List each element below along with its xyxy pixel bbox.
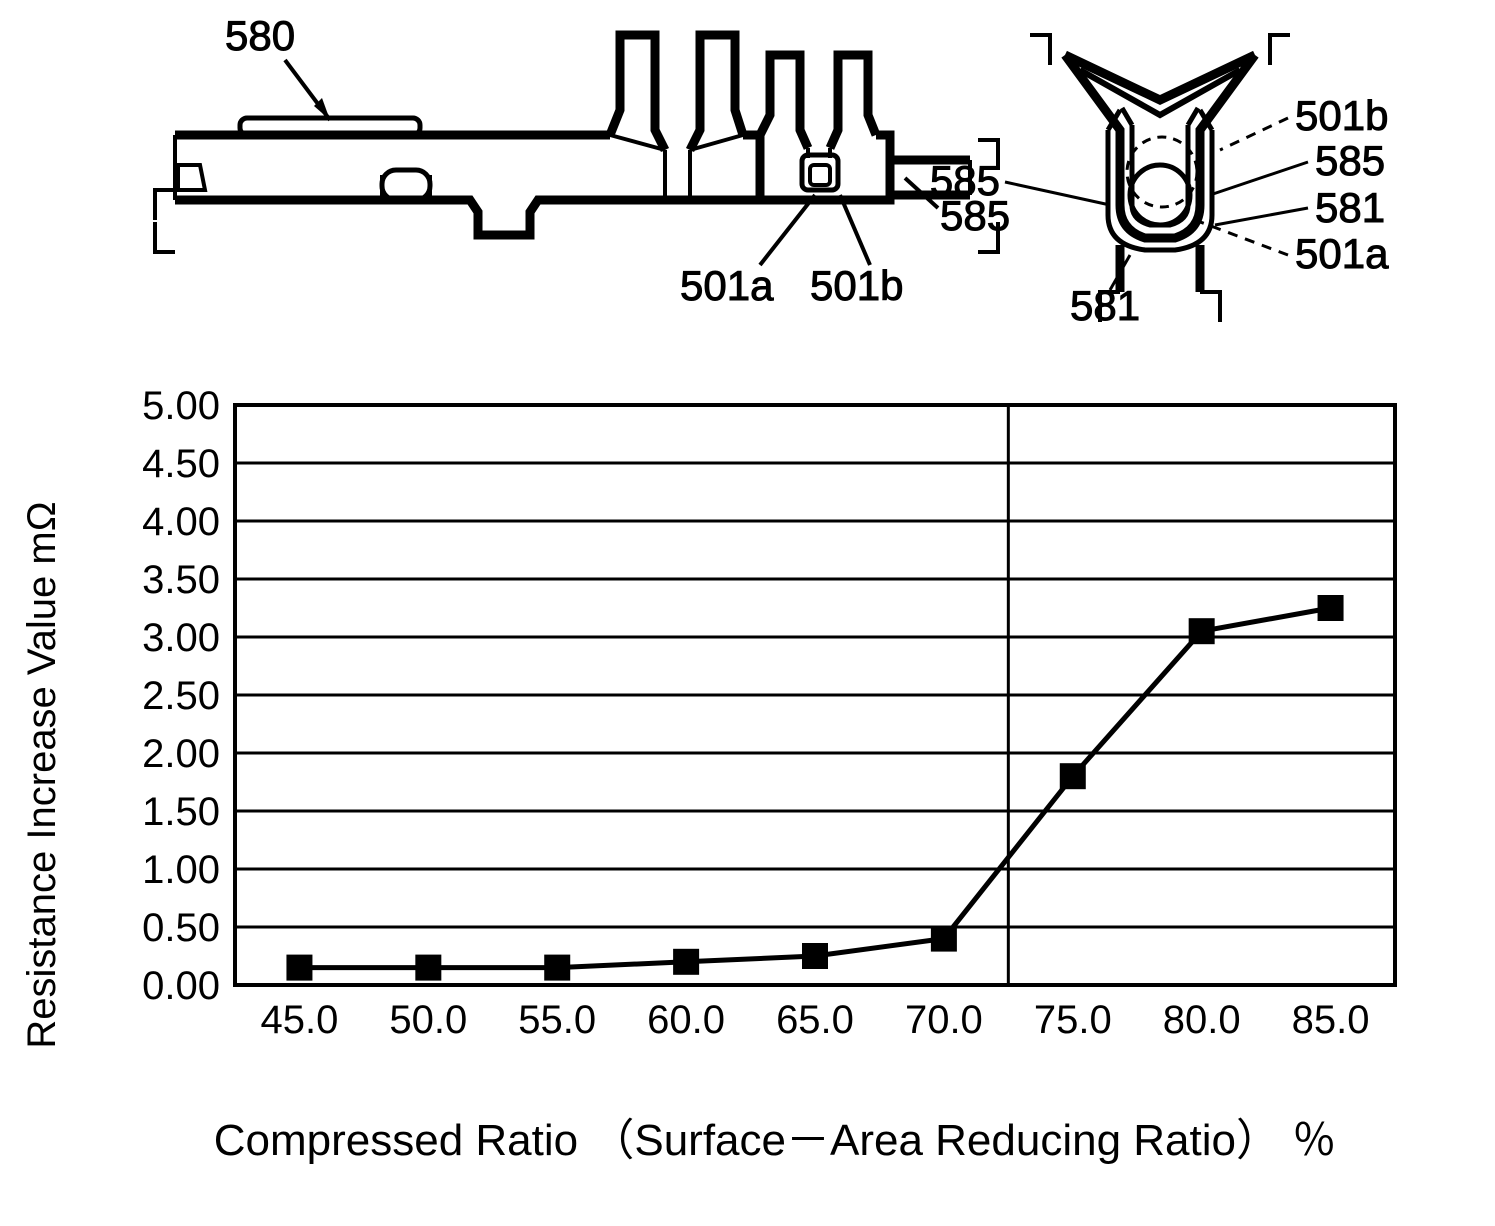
- svg-text:4.00: 4.00: [142, 500, 220, 544]
- callout-585-right: 585: [1315, 137, 1385, 184]
- svg-text:55.0: 55.0: [518, 998, 596, 1042]
- y-tick-labels: 0.00 0.50 1.00 1.50 2.00 2.50 3.00 3.50 4.00 4.50…: [142, 384, 220, 1008]
- data-series: [286, 595, 1343, 981]
- svg-text:1.50: 1.50: [142, 790, 220, 834]
- callout-581-right2: 581: [1070, 282, 1140, 325]
- callout-581-right: 581: [1315, 184, 1385, 231]
- svg-text:75.0: 75.0: [1034, 998, 1112, 1042]
- cross-section: [1030, 35, 1290, 322]
- svg-text:2.00: 2.00: [142, 732, 220, 776]
- svg-text:0.50: 0.50: [142, 906, 220, 950]
- svg-text:3.50: 3.50: [142, 558, 220, 602]
- callout-580: 580: [225, 12, 295, 59]
- y-axis-label: Resistance Increase Value mΩ: [20, 501, 64, 1048]
- resistance-chart: Resistance Increase Value mΩ Compressed …: [0, 325, 1495, 1226]
- x-axis-label: Compressed Ratio （Surface－Area Reducing …: [214, 1116, 1336, 1165]
- svg-text:2.50: 2.50: [142, 674, 220, 718]
- plot-area: [235, 405, 1395, 985]
- svg-text:3.00: 3.00: [142, 616, 220, 660]
- svg-text:65.0: 65.0: [776, 998, 854, 1042]
- technical-diagram: 580 501a 501b 585: [60, 0, 1435, 325]
- svg-text:0.00: 0.00: [142, 964, 220, 1008]
- svg-text:50.0: 50.0: [389, 998, 467, 1042]
- svg-text:70.0: 70.0: [905, 998, 983, 1042]
- callout-501a-left: 501a: [680, 262, 774, 309]
- callout-501b-right: 501b: [1295, 92, 1388, 139]
- side-view: [155, 35, 998, 252]
- svg-text:60.0: 60.0: [647, 998, 725, 1042]
- callout-501b-left: 501b: [810, 262, 903, 309]
- callout-501a-right: 501a: [1295, 230, 1389, 277]
- svg-text:85.0: 85.0: [1292, 998, 1370, 1042]
- x-tick-labels: 45.0 50.0 55.0 60.0 65.0 70.0 75.0 80.0 85.0: [261, 998, 1370, 1042]
- svg-text:4.50: 4.50: [142, 442, 220, 486]
- svg-text:45.0: 45.0: [261, 998, 339, 1042]
- svg-text:80.0: 80.0: [1163, 998, 1241, 1042]
- callout-585-right2: 585: [930, 157, 1000, 204]
- svg-text:1.00: 1.00: [142, 848, 220, 892]
- svg-text:5.00: 5.00: [142, 384, 220, 428]
